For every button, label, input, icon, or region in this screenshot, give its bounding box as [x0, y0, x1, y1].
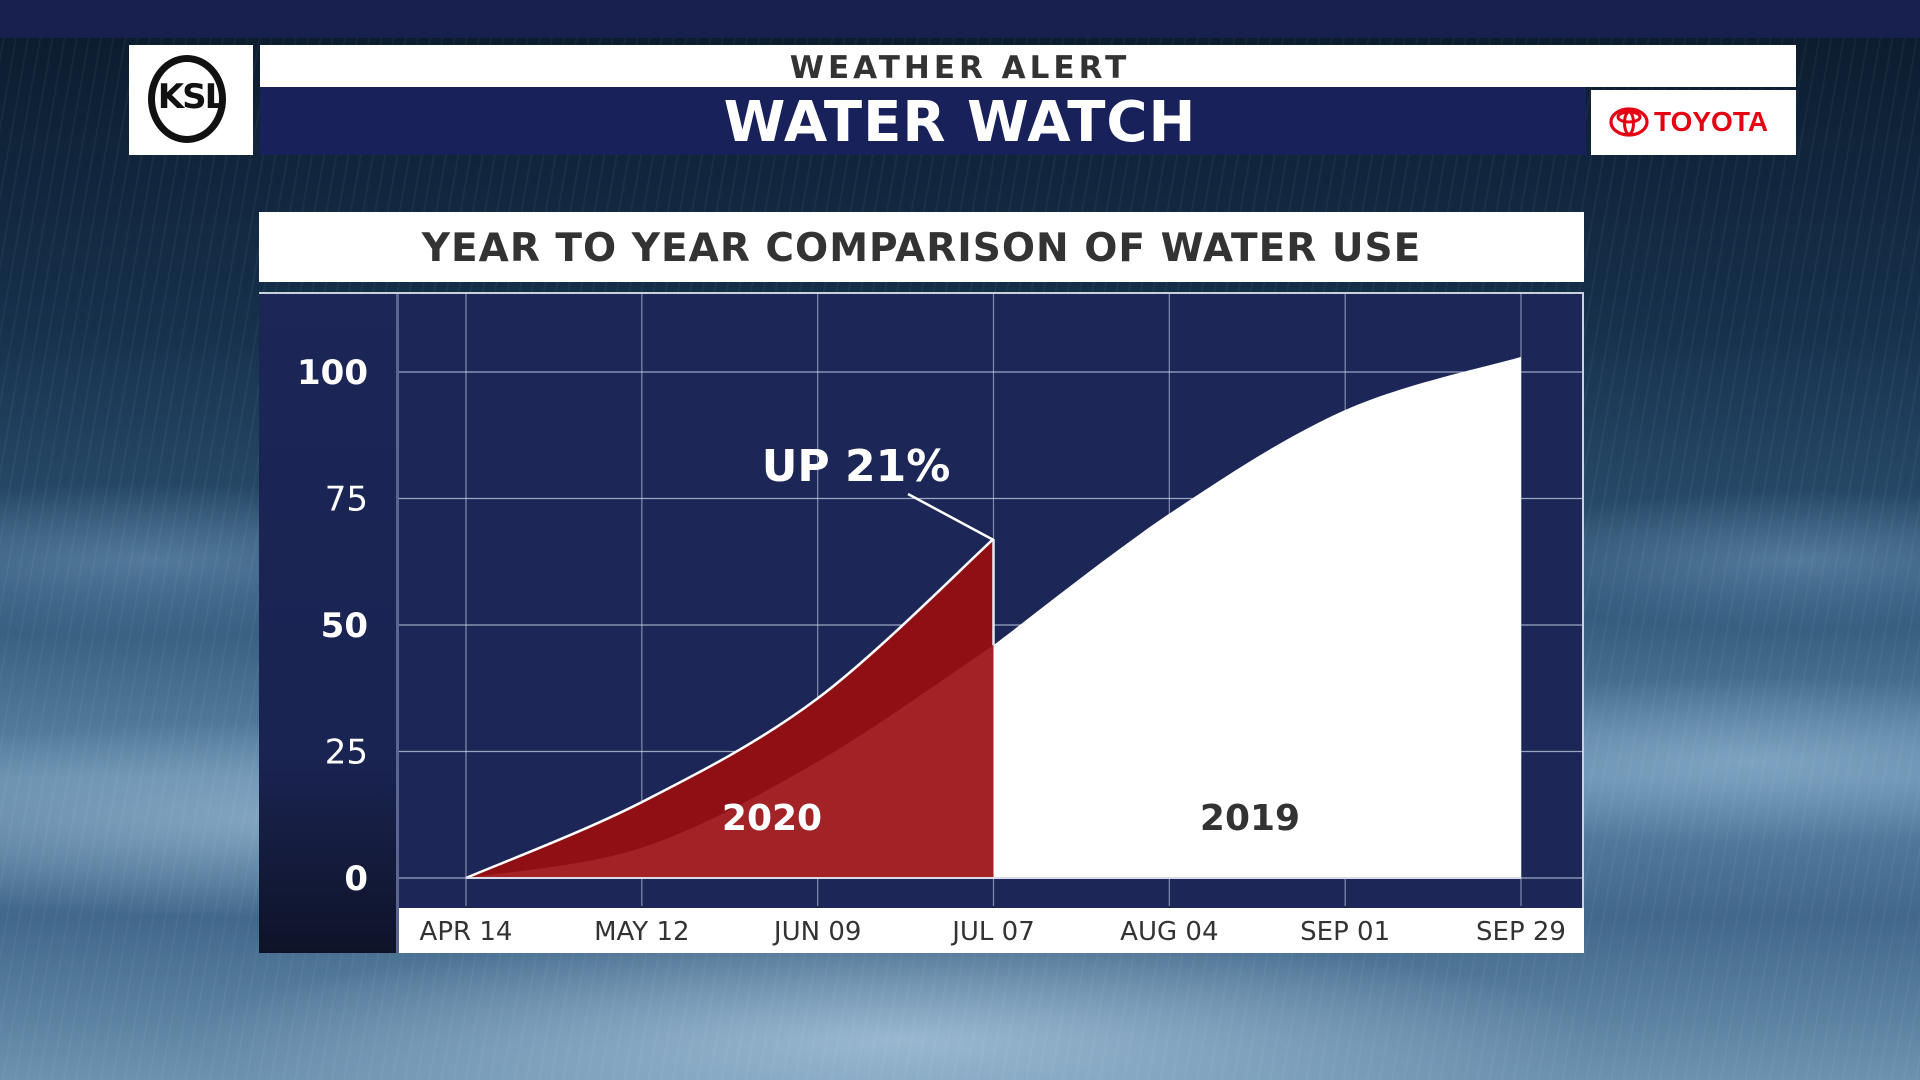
annotation-leader-line — [907, 492, 995, 542]
sponsor-logo: TOYOTA — [1591, 90, 1796, 155]
sponsor-name: TOYOTA — [1654, 106, 1769, 137]
annotation: UP 21% — [762, 441, 995, 542]
x-tick-label: AUG 04 — [1120, 917, 1218, 947]
page-title: WATER WATCH — [723, 90, 1197, 155]
chart-title-box: YEAR TO YEAR COMPARISON OF WATER USE — [259, 212, 1584, 282]
ksl-logo-text: KSL — [157, 77, 227, 117]
annotation-text: UP 21% — [762, 441, 951, 492]
series-labels: 2020 2019 — [722, 798, 1300, 839]
x-tick-label: SEP 29 — [1476, 917, 1566, 947]
chart-title: YEAR TO YEAR COMPARISON OF WATER USE — [421, 226, 1422, 271]
top-band — [0, 0, 1920, 38]
x-axis-band — [399, 908, 1584, 953]
x-tick-label: JUL 07 — [950, 917, 1035, 947]
x-tick-label: JUN 09 — [772, 917, 862, 947]
series-label-2019: 2019 — [1200, 798, 1300, 839]
y-axis-ticks: 100 75 50 25 0 — [297, 353, 368, 899]
weather-alert-bar: WEATHER ALERT — [260, 45, 1796, 87]
x-tick-label: SEP 01 — [1300, 917, 1390, 947]
series-areas — [465, 356, 1521, 880]
area-2019 — [993, 356, 1521, 878]
ksl-logo-ring-icon — [148, 55, 226, 143]
water-watch-bar: WATER WATCH — [260, 87, 1586, 155]
y-tick-label: 25 — [325, 733, 368, 773]
y-tick-label: 100 — [297, 353, 368, 393]
ksl-logo: KSL — [129, 45, 253, 155]
y-tick-label: 75 — [325, 480, 368, 520]
weather-alert-label: WEATHER ALERT — [789, 50, 1131, 86]
y-axis-column — [259, 294, 399, 953]
y-tick-label: 0 — [344, 859, 368, 899]
toyota-emblem-icon — [1609, 107, 1649, 137]
area-2019-overlap — [466, 645, 994, 878]
line-2020 — [465, 538, 995, 880]
y-tick-label: 50 — [321, 606, 368, 646]
x-axis-ticks: APR 14 MAY 12 JUN 09 JUL 07 AUG 04 SEP 01 SEP … — [420, 917, 1566, 947]
x-tick-label: APR 14 — [420, 917, 513, 947]
series-label-2020: 2020 — [722, 798, 822, 839]
x-tick-label: MAY 12 — [594, 917, 689, 947]
